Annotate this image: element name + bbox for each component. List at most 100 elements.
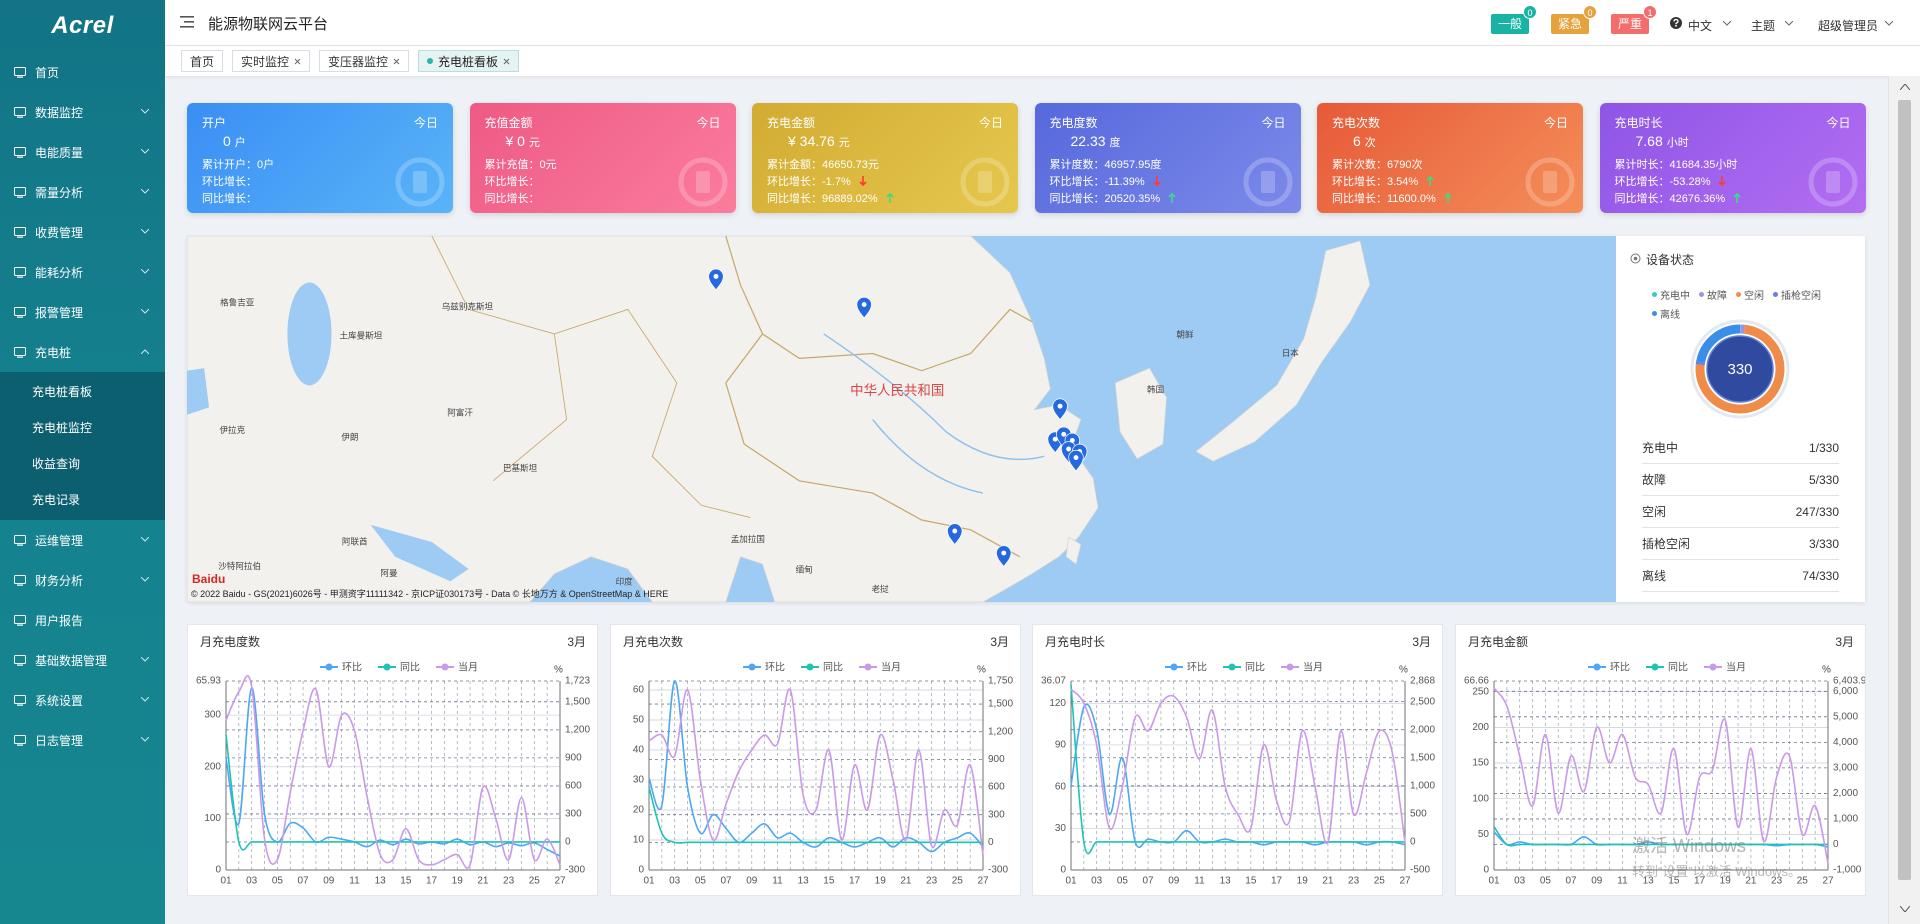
scrollbar[interactable] (1888, 76, 1920, 924)
y2-tick-label: 500 (1410, 809, 1427, 820)
menu-item[interactable]: 数据监控 (0, 92, 165, 132)
chart-card: 月充电金额 3月 环比 同比 当月% 0 50 100 150 200 250 66.66 -1,000… (1455, 624, 1867, 896)
menu-icon-shape (14, 66, 26, 76)
logo: Acrel (0, 0, 165, 52)
menu-icon-shape (17, 276, 23, 278)
menu-item[interactable]: 报警管理 (0, 292, 165, 332)
menu-label: 日志管理 (35, 733, 84, 748)
legend-marker (864, 663, 872, 671)
tab[interactable]: 首页 (181, 50, 224, 72)
map-label: 老挝 (871, 583, 889, 594)
trend-arrow-shape (859, 176, 867, 186)
y2-tick-label: 0 (1833, 839, 1839, 850)
x-tick-label: 17 (426, 876, 438, 887)
map-pin[interactable] (856, 296, 872, 319)
y-top-label: 65.93 (196, 676, 221, 687)
tab-close[interactable] (503, 58, 510, 65)
y2-axis-label: % (1399, 665, 1408, 676)
menu-item[interactable]: 收费管理 (0, 212, 165, 252)
card-decoration (1525, 157, 1575, 207)
caret (1885, 21, 1893, 26)
caspian-sea (287, 282, 332, 386)
y-tick-label: 0 (638, 865, 644, 876)
map-pin[interactable] (947, 523, 963, 546)
map-pin[interactable] (708, 268, 724, 291)
menu-item[interactable]: 首页 (0, 52, 165, 92)
x-tick-label: 15 (1245, 876, 1257, 887)
legend-label: 同比 (1668, 662, 1688, 674)
scroll-up[interactable] (1900, 84, 1910, 90)
menu-icon-shape (14, 146, 26, 156)
theme[interactable]: 主题 (1751, 19, 1776, 33)
submenu-item[interactable]: 充电桩监控 (32, 421, 93, 435)
y2-tick-label: 1,500 (988, 699, 1013, 710)
help-icon[interactable] (1670, 17, 1682, 29)
map-pin[interactable] (1052, 398, 1068, 421)
border (725, 236, 1033, 558)
y-tick-label: 50 (1478, 829, 1490, 840)
card-line: 同比增长：20520.35% (1050, 190, 1177, 206)
submenu-item[interactable]: 充电桩看板 (32, 385, 93, 399)
x-tick-label: 03 (246, 876, 258, 887)
card-line-text: 环比增长：3.54% (1332, 176, 1419, 188)
submenu-item[interactable]: 充电记录 (32, 493, 81, 507)
tab[interactable]: 实时监控 (232, 50, 311, 72)
menu-item[interactable]: 充电桩 (0, 332, 165, 372)
x-tick-label: 23 (926, 876, 938, 887)
y2-tick-label: -300 (988, 865, 1008, 876)
menu-item[interactable]: 运维管理 (0, 520, 165, 560)
submenu-item[interactable]: 收益查询 (32, 457, 81, 471)
menu-item[interactable]: 能耗分析 (0, 252, 165, 292)
menu-item[interactable]: 基础数据管理 (0, 640, 165, 680)
menu-item[interactable]: 系统设置 (0, 680, 165, 720)
card-line: 累计充值：0元 (485, 156, 557, 172)
tab[interactable]: 变压器监控 (319, 50, 410, 72)
chart-title: 月充电金额 (1468, 634, 1528, 649)
status-value: 74/330 (1802, 568, 1839, 583)
alert-button[interactable]: 一般 0 (1491, 5, 1538, 34)
menu-toggle[interactable] (180, 16, 194, 28)
menu-item[interactable]: 财务分析 (0, 560, 165, 600)
alert-label: 严重 (1618, 17, 1643, 31)
tab-close[interactable] (393, 58, 400, 65)
card-decoration-shape (695, 171, 710, 193)
scroll-down[interactable] (1900, 906, 1910, 912)
card-line: 环比增长：-53.28% (1615, 173, 1727, 189)
alert-count: 0 (1523, 5, 1538, 19)
menu-item[interactable]: 电能质量 (0, 132, 165, 172)
status-row: 充电中 1/330 (1642, 432, 1839, 464)
card-period: 今日 (1543, 116, 1568, 130)
legend-label: 当月 (1303, 661, 1323, 674)
menu-icon-shape (14, 734, 26, 744)
map-pin[interactable] (1068, 449, 1084, 472)
language[interactable]: 中文 (1688, 19, 1713, 33)
menu-item[interactable]: 用户报告 (0, 600, 165, 640)
user-name[interactable]: 超级管理员 (1818, 19, 1879, 33)
tab-close[interactable] (294, 58, 301, 65)
x-tick-label: 23 (1771, 876, 1783, 887)
legend-item: 故障 (1699, 287, 1727, 302)
tab[interactable]: 充电桩看板 (418, 50, 520, 72)
scroll-thumb[interactable] (1898, 100, 1911, 880)
alert-button[interactable]: 严重 1 (1611, 5, 1658, 34)
card-line: 同比增长：42676.36% (1615, 190, 1742, 206)
caret (141, 349, 149, 354)
caret (141, 657, 149, 662)
menu-icon (14, 346, 26, 358)
trend-arrow (1426, 176, 1434, 186)
y2-tick-label: 1,200 (565, 725, 590, 736)
chart-title: 月充电次数 (623, 634, 683, 649)
menu-item[interactable]: 需量分析 (0, 172, 165, 212)
donut-center (1706, 335, 1774, 403)
x-tick-label: 07 (721, 876, 733, 887)
menu-icon-shape (17, 116, 23, 118)
alert-button[interactable]: 紧急 0 (1551, 5, 1598, 34)
y2-tick-label: 2,868 (1410, 676, 1435, 687)
menu-item[interactable]: 日志管理 (0, 720, 165, 760)
y-tick-label: 90 (1055, 740, 1067, 751)
card-line: 累计金额：46650.73元 (767, 156, 879, 172)
map-pin[interactable] (996, 545, 1012, 568)
x-tick-label: 25 (1374, 876, 1386, 887)
